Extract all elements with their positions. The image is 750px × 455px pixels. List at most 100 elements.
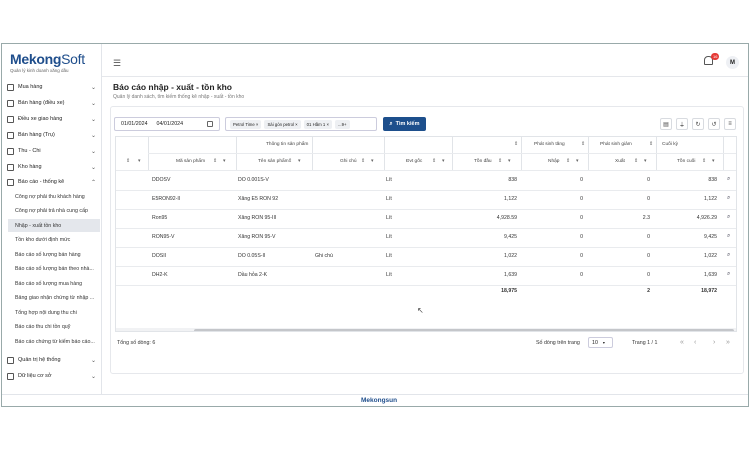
header-divider xyxy=(102,76,748,77)
total-rows-label: Tổng số dòng: 6 xyxy=(117,340,156,346)
sort-icon[interactable]: ⇕ xyxy=(566,158,571,164)
avatar[interactable]: M xyxy=(726,56,739,69)
filter-icon[interactable]: ▾ xyxy=(223,158,226,164)
sort-icon[interactable]: ⇕ xyxy=(361,158,366,164)
sidebar-item[interactable]: Bán hàng (Trụ) ⌄ xyxy=(7,128,100,142)
sidebar-subitem[interactable]: Tồn kho dưới định mức xyxy=(15,237,71,243)
chevron-down-icon: ▾ xyxy=(602,340,605,345)
filter-chip[interactable]: Petrol Time × xyxy=(230,119,262,129)
scrollbar-thumb[interactable] xyxy=(194,329,734,331)
view-detail-icon[interactable]: ⌕ xyxy=(727,195,731,201)
date-range-input[interactable]: 01/01/2024 04/01/2024 xyxy=(114,117,220,131)
sidebar-item[interactable]: Mua hàng ⌄ xyxy=(7,80,100,94)
sidebar-item[interactable]: Báo cáo - thống kê ⌃ xyxy=(7,175,100,189)
pump-icon xyxy=(7,131,14,139)
last-page-icon[interactable]: » xyxy=(726,339,730,346)
sort-icon[interactable]: ⇕ xyxy=(581,141,586,147)
row-divider xyxy=(116,247,736,248)
sort-icon[interactable]: ⇕ xyxy=(702,158,707,164)
refresh-icon[interactable]: ↻ xyxy=(692,118,704,130)
product-code: DDOSV xyxy=(152,177,171,183)
column-group-header: Phát sinh giảm xyxy=(600,142,632,147)
bell-icon[interactable] xyxy=(704,56,713,65)
unit: Lít xyxy=(386,253,392,259)
row-divider xyxy=(116,266,736,267)
column-header: Tồn cuối xyxy=(677,159,696,164)
rows-per-page-select[interactable]: 10 ▾ xyxy=(588,337,613,348)
sidebar-subitem[interactable]: Công nợ phải trả nhà cung cấp xyxy=(15,208,88,214)
opening-stock: 9,425 xyxy=(504,234,517,240)
view-detail-icon[interactable]: ⌕ xyxy=(727,233,731,239)
menu-toggle-icon[interactable]: ☰ xyxy=(113,58,122,68)
store-filter-select[interactable]: Petrol Time × Sài gòn petrol × 01 Hầm 1 ×.… xyxy=(225,117,377,131)
chevron-down-icon: ⌄ xyxy=(90,84,96,91)
next-page-icon[interactable]: › xyxy=(713,339,716,346)
filter-icon[interactable]: ▾ xyxy=(576,158,579,164)
product-code: Ron95 xyxy=(152,215,168,221)
filter-icon[interactable]: ▾ xyxy=(371,158,374,164)
sidebar-subitem[interactable]: Nhập - xuất tồn kho xyxy=(8,219,100,232)
filter-chip[interactable]: 01 Hầm 1 × xyxy=(303,119,333,129)
filter-icon[interactable]: ▾ xyxy=(138,158,141,164)
sidebar-item[interactable]: Bán hàng (điều xe) ⌄ xyxy=(7,96,100,110)
sidebar-subitem[interactable]: Báo cáo số lượng bán theo nhà... xyxy=(15,266,94,272)
view-detail-icon[interactable]: ⌕ xyxy=(727,271,731,277)
closing-stock: 4,926.29 xyxy=(696,215,717,221)
export-icon[interactable]: ▤ xyxy=(660,118,672,130)
import-qty: 0 xyxy=(580,177,583,183)
view-detail-icon[interactable]: ⌕ xyxy=(727,176,731,182)
horizontal-scrollbar[interactable] xyxy=(116,328,736,331)
truck-icon xyxy=(7,99,14,107)
sidebar-subitem[interactable]: Báo cáo thu chi tồn quỹ xyxy=(15,324,71,330)
warehouse-icon xyxy=(7,163,14,171)
sidebar-subitem[interactable]: Bảng giao nhận chứng từ nhập ... xyxy=(15,295,95,301)
footer-divider xyxy=(2,394,748,395)
sidebar-subitem[interactable]: Báo cáo số lượng mua hàng xyxy=(15,280,83,287)
filter-icon[interactable]: ⏚ xyxy=(676,118,688,130)
sort-icon[interactable]: ⇕ xyxy=(634,158,639,164)
filter-icon[interactable]: ▾ xyxy=(712,158,715,164)
column-settings-icon[interactable]: ≡ xyxy=(724,118,736,130)
sort-icon[interactable]: ⇕ xyxy=(213,158,218,164)
search-button[interactable]: ⌕ Tìm kiếm xyxy=(383,117,426,131)
sort-icon[interactable]: ⇕ xyxy=(432,158,437,164)
view-detail-icon[interactable]: ⌕ xyxy=(727,252,731,258)
cart-icon xyxy=(7,83,14,91)
sidebar-item[interactable]: Quản trị hệ thống ⌄ xyxy=(7,353,100,367)
sort-icon[interactable]: ⇕ xyxy=(288,158,293,164)
prev-page-icon[interactable]: ‹ xyxy=(694,339,697,346)
sort-icon[interactable]: ⇕ xyxy=(498,158,503,164)
sidebar-item-label: Mua hàng xyxy=(18,84,43,90)
sidebar-item[interactable]: Kho hàng ⌄ xyxy=(7,160,100,174)
filter-chip[interactable]: Sài gòn petrol × xyxy=(264,119,301,129)
sidebar-subitem[interactable]: Báo cáo chứng từ kiểm báo cáo... xyxy=(15,338,95,345)
calendar-icon[interactable] xyxy=(207,121,213,127)
sidebar-subitem[interactable]: Công nợ phải thu khách hàng xyxy=(15,193,85,200)
filter-icon[interactable]: ▾ xyxy=(644,158,647,164)
first-page-icon[interactable]: « xyxy=(680,339,684,346)
row-divider xyxy=(116,209,736,210)
sidebar-item-label: Thu - Chi xyxy=(18,148,41,154)
date-to: 04/01/2024 xyxy=(156,121,184,127)
filter-icon[interactable]: ▾ xyxy=(298,158,301,164)
sidebar-subitem[interactable]: Báo cáo số lượng bán hàng xyxy=(15,251,81,258)
sidebar-item[interactable]: Dữ liệu cơ sở ⌄ xyxy=(7,369,100,383)
row-divider xyxy=(116,228,736,229)
filter-icon[interactable]: ▾ xyxy=(442,158,445,164)
logo-tagline: Quản lý kinh doanh xăng dầu xyxy=(10,68,69,73)
sort-icon[interactable]: ⇕ xyxy=(649,141,654,147)
filter-chip[interactable]: ...9+ xyxy=(335,119,350,129)
sidebar-item[interactable]: Điều xe giao hàng ⌄ xyxy=(7,112,100,126)
sort-icon[interactable]: ⇕ xyxy=(514,141,519,147)
sidebar-subitem[interactable]: Tổng hợp nội dung thu chi xyxy=(15,309,77,316)
sidebar-item[interactable]: Thu - Chi ⌄ xyxy=(7,144,100,158)
chevron-up-icon: ⌃ xyxy=(90,179,96,186)
view-detail-icon[interactable]: ⌕ xyxy=(727,214,731,220)
product-code: RON95-V xyxy=(152,234,175,240)
import-qty: 0 xyxy=(580,215,583,221)
sort-icon[interactable]: ⇕ xyxy=(126,158,131,164)
product-code: DH2-K xyxy=(152,272,168,278)
history-icon[interactable]: ↺ xyxy=(708,118,720,130)
filter-icon[interactable]: ▾ xyxy=(508,158,511,164)
column-header: Mã sản phẩm xyxy=(176,159,206,164)
